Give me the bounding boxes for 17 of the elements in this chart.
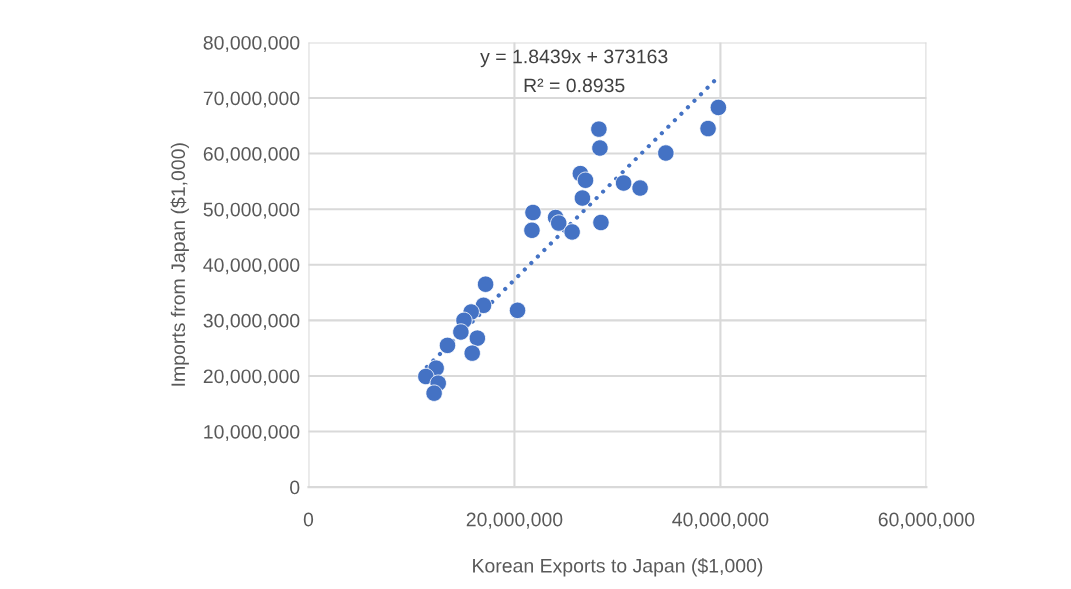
annotation: R² = 0.8935 <box>524 78 625 93</box>
y-tick-label: 30,000,000 <box>203 313 300 330</box>
y-tick-label: 50,000,000 <box>203 202 300 219</box>
y-axis-title: Imports from Japan ($1,000) <box>170 143 189 386</box>
y-tick-label: 20,000,000 <box>203 369 300 386</box>
y-tick-label: 40,000,000 <box>203 258 300 275</box>
x-tick-label: 0 <box>303 512 314 527</box>
x-tick-label: 60,000,000 <box>878 512 975 529</box>
y-tick-label: 60,000,000 <box>203 147 300 164</box>
y-tick-label: 70,000,000 <box>203 91 300 108</box>
y-tick-label: 10,000,000 <box>204 424 300 442</box>
x-tick-label: 20,000,000 <box>466 512 563 529</box>
x-tick-label: 40,000,000 <box>672 512 769 529</box>
annotation: y = 1.8439x + 373163 <box>480 49 668 68</box>
y-tick-label: 0 <box>290 480 300 495</box>
y-tick-label: 80,000,000 <box>203 35 300 52</box>
x-axis-title: Korean Exports to Japan ($1,000) <box>473 558 763 577</box>
